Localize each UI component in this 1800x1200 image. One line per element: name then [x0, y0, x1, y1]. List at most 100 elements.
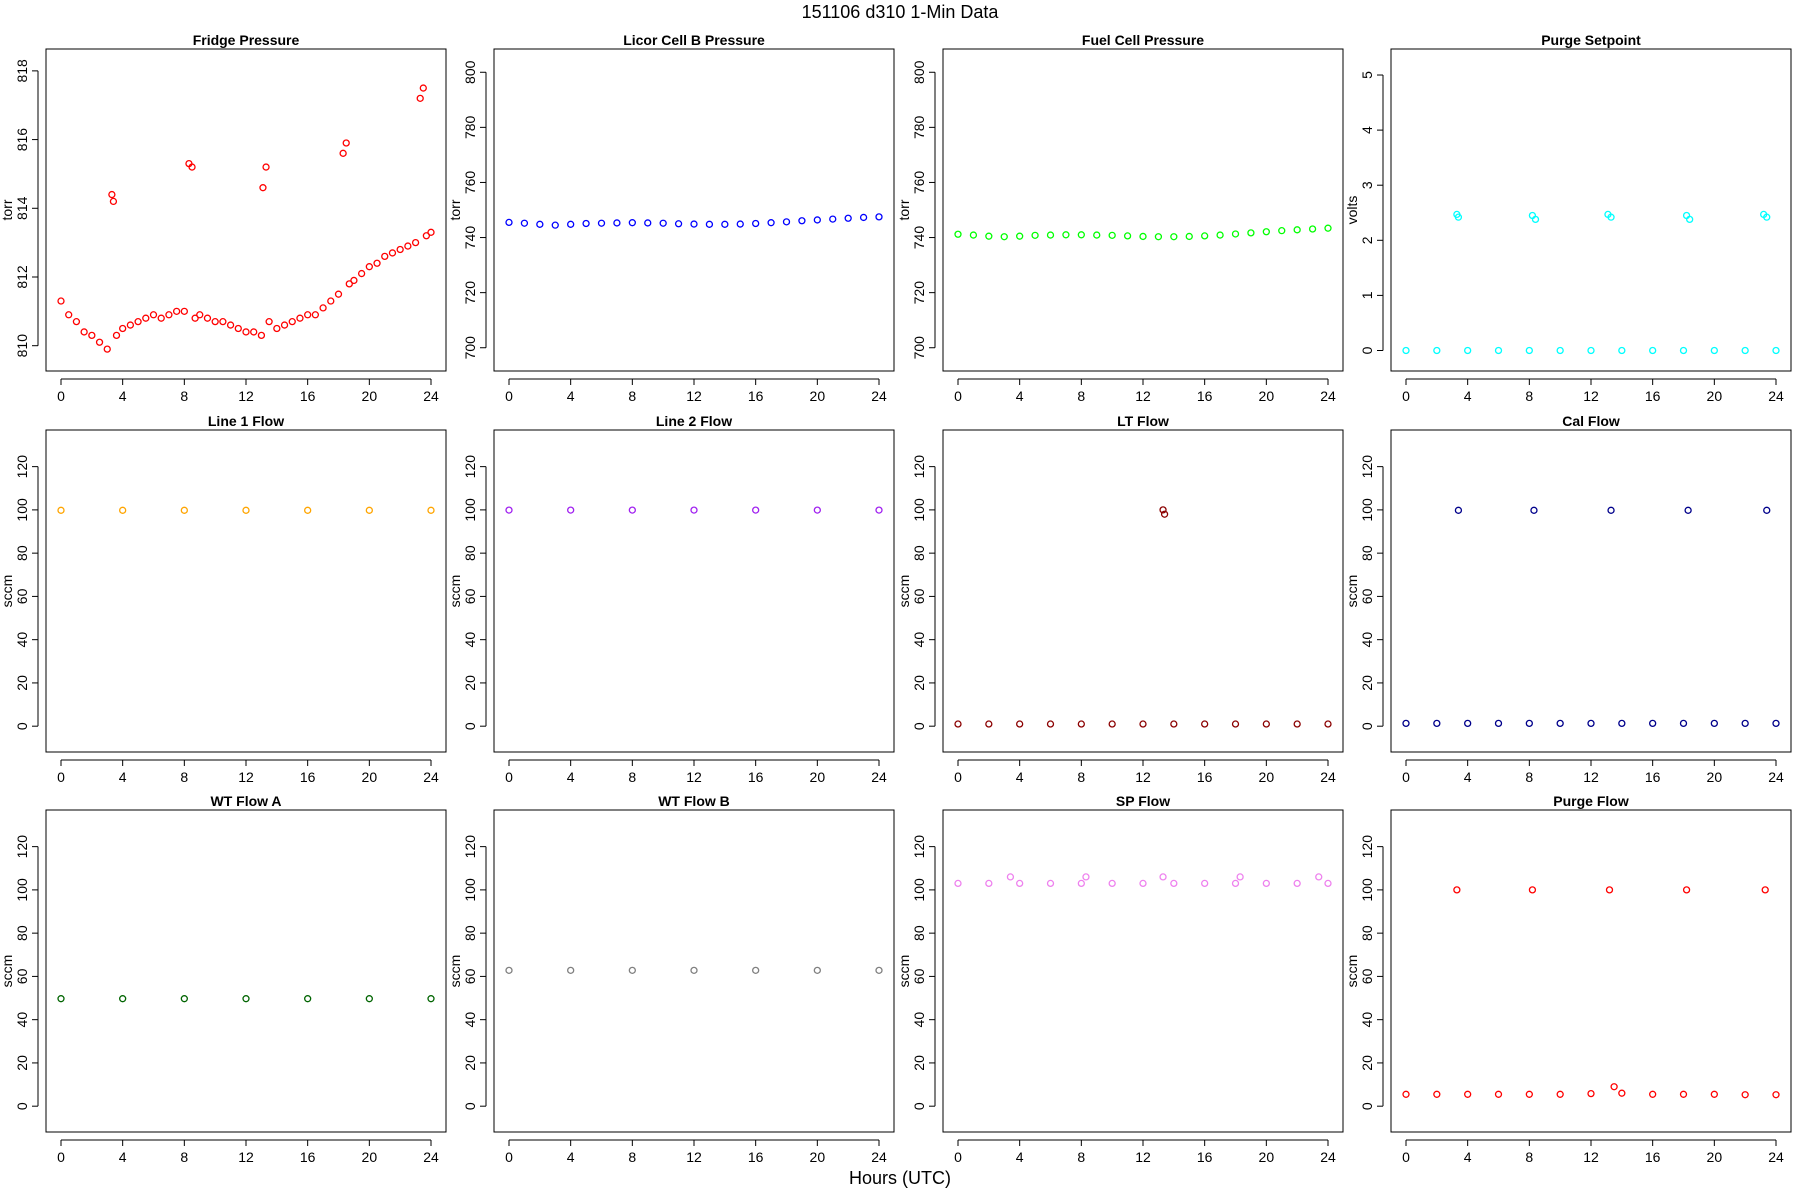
data-point: [219, 317, 227, 326]
data-point: [1108, 879, 1116, 888]
x-tick-label: 0: [505, 769, 513, 785]
data-point: [345, 280, 353, 288]
data-point: [191, 314, 199, 322]
data-point: [1262, 228, 1270, 236]
data-point: [1763, 213, 1771, 221]
x-tick-label: 0: [57, 1149, 65, 1165]
y-tick-label: 780: [462, 115, 478, 139]
data-point: [1682, 886, 1691, 894]
data-point: [165, 311, 173, 319]
data-point: [1741, 719, 1749, 728]
data-point: [1324, 224, 1332, 232]
data-point: [1160, 510, 1169, 518]
x-tick-label: 24: [1768, 388, 1784, 404]
data-point: [304, 311, 312, 319]
y-tick-label: 760: [911, 171, 927, 195]
y-tick-label: 120: [911, 835, 927, 859]
data-point: [1123, 232, 1132, 240]
data-point: [1170, 233, 1178, 241]
panel-title: SP Flow: [1116, 793, 1170, 809]
x-tick-label: 8: [628, 769, 636, 785]
data-point: [752, 506, 760, 514]
panel-title: Line 2 Flow: [656, 413, 732, 429]
x-tick-label: 20: [1707, 1149, 1723, 1165]
y-tick-label: 720: [462, 281, 478, 305]
x-tick-label: 16: [300, 769, 316, 785]
data-point: [1170, 879, 1178, 888]
data-point: [567, 506, 575, 514]
x-tick-label: 8: [628, 388, 636, 404]
data-point: [875, 213, 883, 221]
x-tick-label: 20: [1259, 388, 1275, 404]
data-point: [416, 94, 424, 103]
panel-fuel-cell-pressure: Fuel Cell Pressure torr 0 4 8 12 16 20 24 700 720 7…: [896, 32, 1344, 404]
plot-frame: [493, 48, 895, 372]
data-point: [1139, 232, 1147, 241]
data-point: [875, 506, 883, 514]
data-point: [644, 219, 652, 227]
data-point: [1741, 1091, 1749, 1099]
data-point: [985, 879, 993, 888]
data-point: [72, 317, 81, 326]
data-point: [1464, 719, 1472, 728]
data-point: [1454, 213, 1463, 221]
y-tick-label: 800: [911, 60, 927, 84]
data-point: [126, 321, 135, 329]
data-point: [752, 966, 760, 975]
data-point: [350, 276, 358, 285]
data-point: [829, 215, 837, 223]
data-point: [319, 304, 327, 312]
y-tick-label: 0: [1359, 1102, 1375, 1110]
data-point: [80, 328, 88, 336]
y-tick-label: 100: [1359, 498, 1375, 522]
y-tick-label: 40: [462, 632, 478, 648]
data-point: [1315, 873, 1323, 881]
x-tick-label: 20: [810, 1149, 826, 1165]
x-tick-label: 24: [1320, 769, 1336, 785]
x-tick-label: 20: [1259, 1149, 1275, 1165]
data-point: [1454, 506, 1463, 514]
data-point: [259, 184, 267, 192]
data-point: [273, 324, 281, 333]
y-tick-label: 120: [1359, 835, 1375, 859]
y-axis-label: sccm: [447, 955, 463, 988]
data-point: [242, 506, 250, 514]
data-point: [427, 995, 435, 1003]
x-tick-label: 12: [686, 769, 702, 785]
x-tick-label: 16: [1645, 1149, 1661, 1165]
data-point: [396, 245, 404, 254]
x-tick-label: 4: [1464, 1149, 1472, 1165]
data-point: [1016, 720, 1024, 728]
data-point: [304, 995, 312, 1003]
data-point: [1201, 232, 1209, 240]
data-point: [1247, 229, 1255, 237]
data-point: [119, 995, 127, 1003]
data-point: [1201, 879, 1209, 888]
panel-title: WT Flow B: [658, 793, 730, 809]
data-point: [1679, 1090, 1688, 1098]
data-point: [1293, 879, 1301, 888]
y-tick-label: 700: [462, 336, 478, 360]
data-point: [1308, 225, 1317, 233]
x-tick-label: 20: [362, 388, 378, 404]
x-tick-label: 16: [1197, 388, 1213, 404]
y-tick-label: 2: [1359, 236, 1375, 244]
panel-cal-flow: Cal Flow sccm 0 4 8 12 16 20 24 0 20 40 60 80 100 120: [1344, 413, 1792, 785]
data-point: [1082, 873, 1090, 881]
data-point: [582, 219, 590, 228]
data-point: [1016, 879, 1024, 888]
data-point: [180, 995, 188, 1003]
data-point: [1006, 873, 1015, 881]
x-tick-label: 24: [871, 388, 887, 404]
data-point: [404, 242, 412, 250]
x-tick-label: 0: [1402, 769, 1410, 785]
data-point: [188, 163, 196, 171]
data-point: [257, 331, 266, 340]
data-point: [1607, 213, 1615, 221]
data-point: [172, 307, 181, 315]
y-axis-label: volts: [1344, 196, 1360, 225]
y-tick-label: 1: [1359, 291, 1375, 299]
x-tick-label: 20: [1707, 769, 1723, 785]
